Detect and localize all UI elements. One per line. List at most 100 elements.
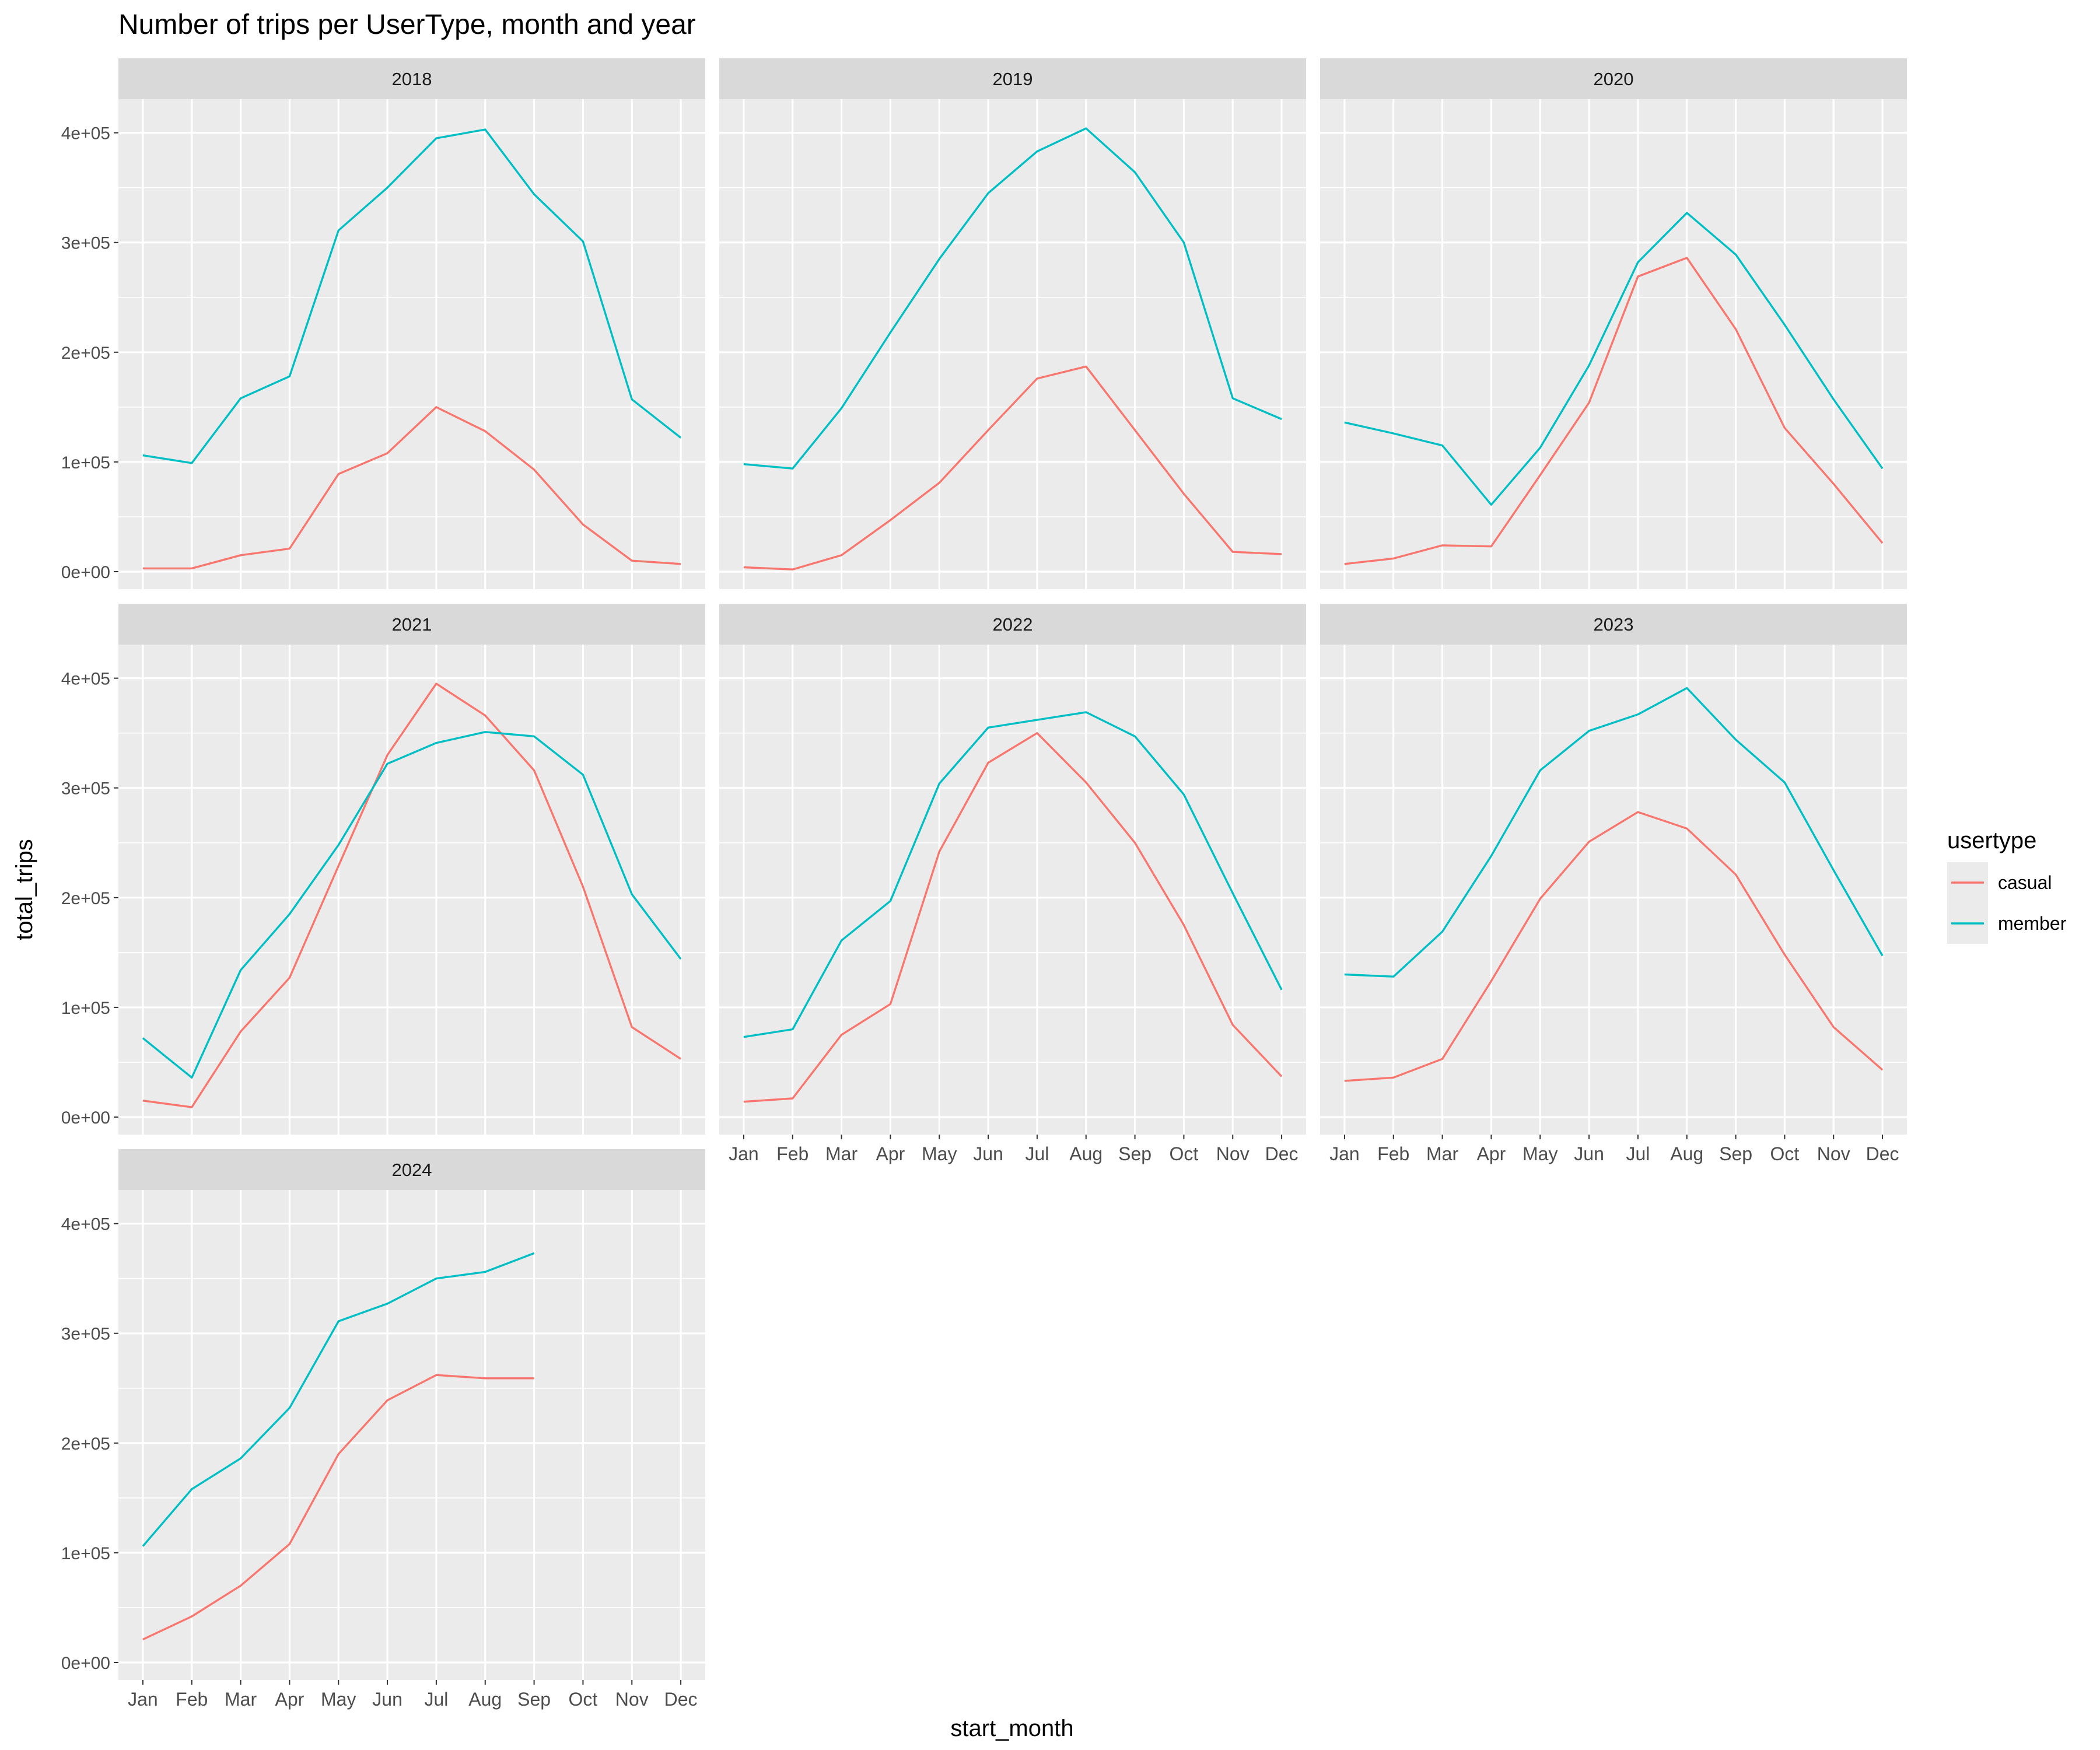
series-line-member bbox=[142, 1252, 535, 1547]
facet-strip-label: 2023 bbox=[1594, 614, 1634, 635]
panel-background bbox=[719, 645, 1306, 1135]
x-tick-label: Mar bbox=[825, 1143, 858, 1164]
facet-strip bbox=[719, 58, 1306, 99]
x-tick-label: Sep bbox=[1719, 1143, 1752, 1164]
y-tick-label: 0e+00 bbox=[61, 563, 110, 582]
y-tick-label: 1e+05 bbox=[61, 1544, 110, 1563]
series-line-casual bbox=[743, 732, 1283, 1103]
x-tick-label: Jan bbox=[1329, 1143, 1360, 1164]
panel-background bbox=[1320, 99, 1907, 589]
facet-strip bbox=[118, 1149, 705, 1190]
facet-strip bbox=[719, 604, 1306, 645]
series-line-member bbox=[1344, 212, 1884, 506]
facet-strip-label: 2019 bbox=[993, 69, 1033, 89]
facet-strip bbox=[1320, 58, 1907, 99]
series-line-casual bbox=[1344, 811, 1884, 1082]
x-tick-label: Mar bbox=[1426, 1143, 1458, 1164]
panel-background bbox=[118, 1190, 705, 1680]
x-tick-label: Jan bbox=[128, 1689, 158, 1710]
facet-2020: 2020 bbox=[1320, 58, 1907, 589]
facet-2023: 2023 Jan Feb Mar Apr May Jun Jul Aug Sep Oct Nov Dec bbox=[1320, 604, 1907, 1164]
facet-2024: 2024 0e+00 1e+05 2e+05 3e+05 4e+05 Jan Feb Mar Ap… bbox=[61, 1149, 705, 1710]
x-tick-label: Oct bbox=[1770, 1143, 1800, 1164]
series-line-casual bbox=[1344, 257, 1884, 565]
y-tick-label: 3e+05 bbox=[61, 234, 110, 253]
series-line-casual bbox=[743, 365, 1282, 570]
x-axis-title: start_month bbox=[950, 1716, 1073, 1741]
legend-title: usertype bbox=[1947, 828, 2036, 853]
y-tick-label: 4e+05 bbox=[61, 1215, 110, 1234]
facet-strip-label: 2024 bbox=[392, 1160, 432, 1180]
x-tick-label: Dec bbox=[1866, 1143, 1899, 1164]
y-tick-label: 1e+05 bbox=[61, 453, 110, 473]
y-tick-label: 3e+05 bbox=[61, 779, 110, 799]
facet-strip bbox=[118, 58, 705, 99]
y-tick-label: 0e+00 bbox=[61, 1654, 110, 1673]
series-line-member bbox=[743, 711, 1283, 1038]
chart-title: Number of trips per UserType, month and … bbox=[118, 9, 696, 40]
facet-strip bbox=[1320, 604, 1907, 645]
y-tick-label: 2e+05 bbox=[61, 889, 110, 908]
x-tick-label: Jun bbox=[372, 1689, 402, 1710]
x-tick-label: May bbox=[922, 1143, 957, 1164]
x-tick-label: Sep bbox=[1118, 1143, 1152, 1164]
y-tick-label: 3e+05 bbox=[61, 1325, 110, 1344]
x-tick-label: Apr bbox=[876, 1143, 905, 1164]
facet-2018: 2018 0e+00 1e+05 2e+05 3e+05 4e+05 bbox=[61, 58, 705, 589]
panel-background bbox=[118, 99, 705, 589]
x-tick-label: Aug bbox=[468, 1689, 502, 1710]
x-tick-label: Jul bbox=[1025, 1143, 1049, 1164]
x-tick-label: Jun bbox=[1574, 1143, 1604, 1164]
series-line-casual bbox=[142, 406, 681, 570]
x-tick-label: Jan bbox=[729, 1143, 759, 1164]
x-tick-label: Dec bbox=[1265, 1143, 1298, 1164]
series-line-member bbox=[743, 127, 1282, 470]
facet-strip-label: 2022 bbox=[993, 614, 1033, 635]
x-tick-label: Apr bbox=[1477, 1143, 1506, 1164]
panel-background bbox=[719, 99, 1306, 589]
x-tick-label: Oct bbox=[569, 1689, 598, 1710]
x-tick-label: Nov bbox=[615, 1689, 649, 1710]
x-tick-label: Mar bbox=[225, 1689, 257, 1710]
x-tick-label: Nov bbox=[1216, 1143, 1250, 1164]
facet-2021: 2021 0e+00 1e+05 2e+05 3e+05 4e+05 bbox=[61, 604, 705, 1135]
facet-strip-label: 2021 bbox=[392, 614, 432, 635]
y-tick-label: 2e+05 bbox=[61, 1434, 110, 1454]
x-tick-label: Oct bbox=[1170, 1143, 1199, 1164]
y-tick-label: 4e+05 bbox=[61, 670, 110, 689]
y-axis-title: total_trips bbox=[12, 839, 37, 940]
series-line-member bbox=[142, 128, 682, 464]
x-tick-label: Jul bbox=[424, 1689, 448, 1710]
series-line-member bbox=[1344, 687, 1884, 978]
x-tick-label: Apr bbox=[275, 1689, 304, 1710]
x-tick-label: May bbox=[1522, 1143, 1558, 1164]
facet-2022: 2022 Jan Feb Mar Apr May Jun Jul Aug Sep Oct Nov Dec bbox=[719, 604, 1306, 1164]
series-line-casual bbox=[142, 1374, 534, 1641]
x-tick-label: Jun bbox=[973, 1143, 1003, 1164]
x-tick-label: Feb bbox=[176, 1689, 208, 1710]
x-tick-label: May bbox=[321, 1689, 356, 1710]
x-tick-label: Feb bbox=[776, 1143, 808, 1164]
x-tick-label: Nov bbox=[1817, 1143, 1850, 1164]
legend-entries: casual member bbox=[1947, 862, 2067, 944]
legend-label: casual bbox=[1998, 872, 2052, 893]
legend-label: member bbox=[1998, 913, 2067, 934]
panel-background bbox=[118, 645, 705, 1135]
facet-strip bbox=[118, 604, 705, 645]
y-tick-label: 4e+05 bbox=[61, 124, 110, 144]
facets-layer: 2018 0e+00 1e+05 2e+05 3e+05 4e+05 2019 2020 202… bbox=[61, 58, 1907, 1710]
series-line-casual bbox=[142, 682, 682, 1108]
y-tick-label: 2e+05 bbox=[61, 344, 110, 363]
x-tick-label: Jul bbox=[1626, 1143, 1650, 1164]
x-tick-label: Aug bbox=[1069, 1143, 1102, 1164]
legend: usertype casual member bbox=[1947, 828, 2067, 944]
panel-background bbox=[1320, 645, 1907, 1135]
x-tick-label: Feb bbox=[1377, 1143, 1409, 1164]
x-tick-label: Dec bbox=[664, 1689, 698, 1710]
facet-2019: 2019 bbox=[719, 58, 1306, 589]
y-tick-label: 0e+00 bbox=[61, 1108, 110, 1128]
x-tick-label: Sep bbox=[517, 1689, 551, 1710]
y-tick-label: 1e+05 bbox=[61, 999, 110, 1018]
facet-strip-label: 2020 bbox=[1594, 69, 1634, 89]
